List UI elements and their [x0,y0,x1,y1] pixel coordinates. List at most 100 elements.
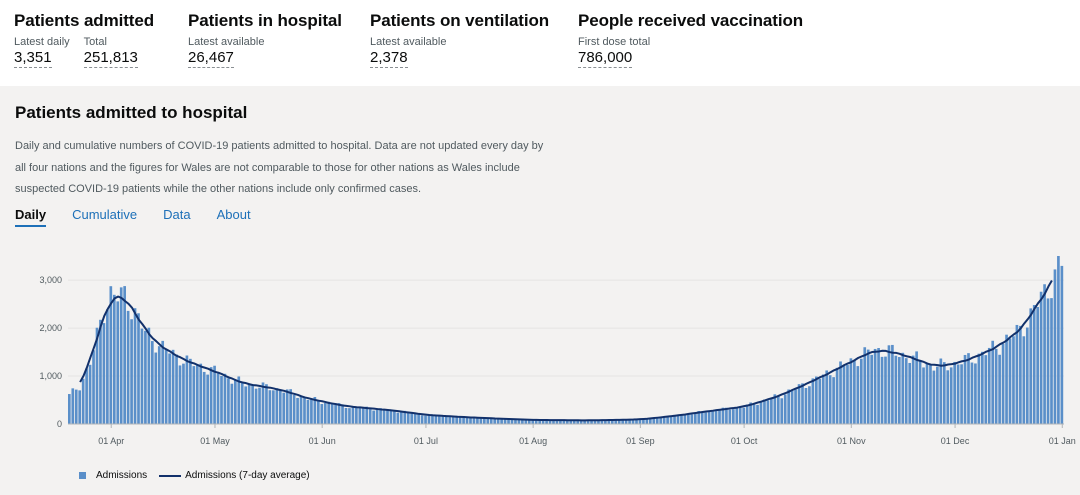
bar-admissions [1025,327,1029,424]
bar-admissions [987,347,991,424]
bar-admissions [635,419,638,424]
legend-line-swatch [159,474,182,477]
bar-admissions [289,389,292,424]
bar-admissions [112,294,116,424]
bar-admissions [925,363,929,424]
bar-admissions [818,378,822,424]
bar-admissions [299,396,303,424]
bar-admissions [282,392,286,424]
bar-admissions [102,323,106,424]
bar-admissions [949,367,953,424]
metric-title: Patients in hospital [188,11,342,30]
bar-admissions [382,409,386,424]
bar-admissions [348,408,351,424]
bar-admissions [493,418,497,424]
bar-admissions [853,360,856,424]
metric-value[interactable]: 26,467 [188,49,234,68]
bar-admissions [285,389,289,424]
metric-people-vaccinated: People received vaccination First dose t… [578,11,803,68]
bar-admissions [68,394,71,424]
bar-admissions [583,420,586,424]
bar-admissions [593,420,597,424]
bar-admissions [721,407,725,424]
bar-admissions [1019,325,1022,424]
bar-admissions [956,364,960,424]
metric-value[interactable]: 786,000 [578,49,633,68]
chart-tabs: Daily Cumulative Data About [15,207,277,227]
bar-admissions [469,417,472,424]
bar-admissions [887,345,891,424]
bar-admissions [911,355,915,424]
metric-value[interactable]: 251,813 [83,49,138,68]
bar-admissions [572,420,576,424]
bar-admissions [1057,256,1060,424]
bar-admissions [676,415,680,424]
x-tick-label: 01 Apr [98,436,124,446]
bar-admissions [880,356,884,424]
bar-admissions [296,397,299,424]
bar-admissions [237,376,241,424]
bar-admissions [420,415,424,424]
bar-admissions [576,420,580,424]
bar-admissions [365,406,369,424]
bar-admissions [1001,343,1005,424]
metric-patients-in-hospital: Patients in hospital Latest available 26… [188,11,342,68]
bar-admissions [320,404,324,424]
bar-admissions [192,366,196,424]
bar-admissions [355,406,358,424]
bar-admissions [147,327,151,424]
metric-patients-on-ventilation: Patients on ventilation Latest available… [370,11,549,68]
bar-admissions [856,366,860,424]
tab-data[interactable]: Data [163,207,191,222]
bar-admissions [918,360,922,424]
bar-admissions [310,398,313,424]
bar-admissions [396,412,400,424]
bar-admissions [704,412,707,424]
bar-admissions [410,413,414,424]
bar-admissions [977,353,981,424]
bar-admissions [939,358,943,424]
bar-admissions [673,414,676,424]
bar-admissions [645,418,649,424]
bar-admissions [220,375,223,424]
bar-admissions [604,420,607,424]
legend-label-average: Admissions (7-day average) [185,470,310,481]
bar-admissions [707,411,711,424]
bar-admissions [752,404,756,424]
bar-admissions [538,420,541,424]
tab-daily[interactable]: Daily [15,207,47,227]
bar-admissions [479,417,483,424]
headline-metrics: Patients admitted Latest daily 3,351 Tot… [0,0,1080,86]
metric-value[interactable]: 2,378 [370,49,408,68]
bar-admissions [458,416,462,424]
bar-admissions [621,419,624,424]
tab-cumulative[interactable]: Cumulative [72,207,138,222]
tab-about[interactable]: About [216,207,251,222]
bar-admissions [81,378,85,424]
bar-admissions [209,367,213,424]
bar-admissions [175,354,178,424]
bar-admissions [904,358,908,424]
bar-admissions [597,419,600,424]
bar-admissions [524,419,528,424]
bar-admissions [489,418,493,424]
bar-admissions [863,347,867,424]
bar-admissions [448,417,452,424]
bar-admissions [801,383,804,424]
bar-admissions [119,287,123,424]
bar-admissions [427,414,431,424]
bar-admissions [846,364,849,424]
bar-admissions [164,349,168,424]
bar-admissions [998,354,1001,424]
bar-admissions [545,419,548,424]
bar-admissions [929,364,932,424]
bar-admissions [877,348,880,424]
metric-value[interactable]: 3,351 [14,49,52,68]
bar-admissions [154,352,158,424]
bar-admissions [842,365,846,424]
bar-admissions [821,374,825,424]
bar-admissions [780,398,784,424]
bar-admissions [790,389,794,424]
bar-admissions [1029,308,1033,424]
bar-admissions [832,377,835,424]
